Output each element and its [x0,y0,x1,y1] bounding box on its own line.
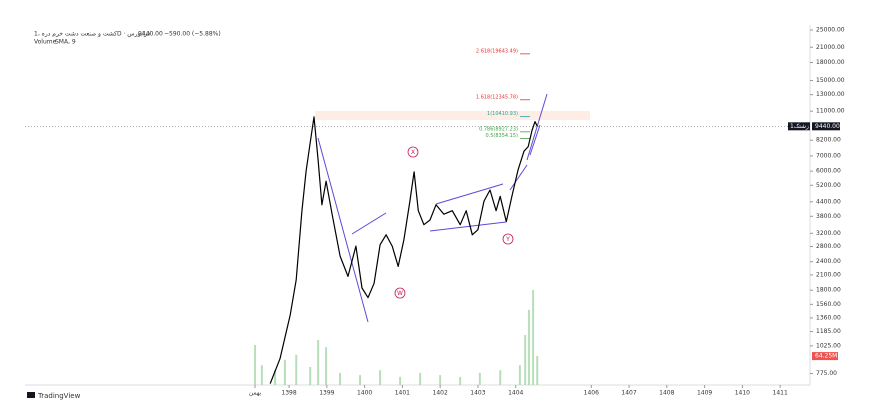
y-tick-label: 4400.00 [816,198,841,205]
x-tick-label: 1409 [697,390,712,397]
x-tick-label: بهمن [249,390,262,397]
y-tick-label: 1185.00 [816,328,841,335]
price-change: −590.00 (−5.88%) [164,31,221,38]
volume-bar [325,347,328,385]
volume-bar [478,372,481,385]
volume-bar [295,354,298,385]
volume-bar [254,344,257,385]
wave-circle [502,233,514,245]
x-tick-label: 1399 [319,390,334,397]
volume-label: 64.25M [815,353,837,360]
fib-label: 0.5(8354.15) [485,133,518,139]
y-tick-label: 1800.00 [816,287,841,294]
y-tick-label: 775.00 [816,370,837,377]
trend-lines [317,93,548,323]
y-tick-label: 2400.00 [816,258,841,265]
x-tick-label: 1402 [433,390,448,397]
volume-title: Volume [34,39,57,46]
volume-bar [317,340,320,385]
volume-bar [309,367,312,385]
wave-label: X [411,149,415,156]
y-tick-label: 25000.00 [816,27,845,34]
x-tick-label: 1411 [773,390,788,397]
wave-label: W [397,290,403,297]
wave-label: Y [505,236,510,243]
wave-circle [394,287,406,299]
wave-circle [407,146,419,158]
price-line [269,116,538,384]
volume-bar [339,372,342,385]
volume-bar [274,370,277,385]
fib-label: 1(10410.93) [487,111,518,117]
volume-bar [459,376,462,385]
y-tick-label: 8200.00 [816,137,841,144]
x-tick-label: 1401 [395,390,410,397]
volume-label-box [812,352,838,361]
y-tick-label: 2800.00 [816,243,841,250]
brand-logo [27,392,35,398]
x-tick-label: 1408 [659,390,674,397]
volume-bar [518,365,521,385]
y-tick-label: 7000.00 [816,152,841,159]
y-tick-label: 21000.00 [816,44,845,51]
y-tick-label: 13000.00 [816,91,845,98]
volume-bar [439,375,442,385]
x-tick-label: 1410 [735,390,750,397]
fib-label: 2.618(19643.49) [476,48,518,54]
volume-bar [419,372,422,385]
y-tick-label: 1360.00 [816,314,841,321]
y-tick-label: 1025.00 [816,342,841,349]
y-tick-label: 3200.00 [816,230,841,237]
volume-bar [379,370,382,385]
y-tick-label: 6000.00 [816,168,841,175]
volume-bar [283,359,286,385]
last-price: 9440.00 [138,31,163,38]
y-tick-label: 15000.00 [816,77,845,84]
volume-bar [499,370,502,385]
last-price-box [812,122,840,131]
x-tick-label: 1407 [621,390,636,397]
chart-title: کشت و صنعت دشت خرم دره ،1D · فرابورس [34,31,150,38]
volume-bar [399,376,402,385]
x-tick-label: 1400 [357,390,372,397]
volume-bar [527,309,530,385]
last-price-axis-label: 9440.00 [815,123,840,130]
x-tick-label: 1398 [281,390,296,397]
x-tick-label: 1403 [470,390,485,397]
volume-bar [524,335,527,385]
x-tick-label: 1404 [508,390,523,397]
brand: TradingView [37,392,81,400]
ticker-label: زشتک1 [790,123,809,130]
y-tick-label: 11000.00 [816,108,845,115]
y-tick-label: 5200.00 [816,182,841,189]
y-tick-label: 18000.00 [816,59,845,66]
zone-box [315,111,590,120]
volume-study: SMA, 9 [55,39,76,46]
volume-bar [532,290,535,385]
y-tick-label: 3800.00 [816,213,841,220]
volume-bar [359,375,362,385]
ticker-box [788,122,810,131]
fib-label: 0.786(8927.23) [479,126,518,132]
y-tick-label: 1560.00 [816,301,841,308]
fib-label: 1.618(12345.78) [476,94,518,100]
volume-bar [260,365,263,385]
x-tick-label: 1406 [584,390,599,397]
y-tick-label: 2100.00 [816,271,841,278]
volume-bar [536,356,539,385]
